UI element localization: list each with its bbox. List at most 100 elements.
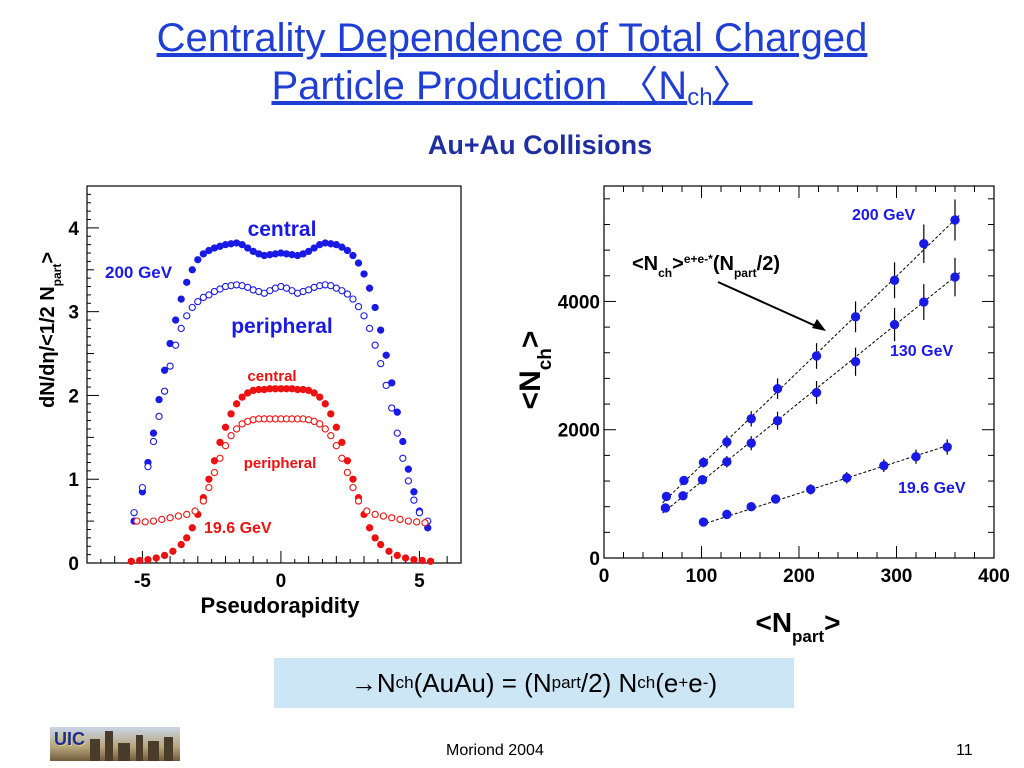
left-x-tick-label: 5 xyxy=(414,571,425,592)
annotation-arrow-line xyxy=(717,281,819,328)
right-point xyxy=(661,491,672,502)
left-point-central_200 xyxy=(310,244,318,252)
left-point-peripheral_19 xyxy=(133,517,141,525)
left-point-peripheral_200 xyxy=(360,312,368,320)
left-point-central_200 xyxy=(349,251,357,260)
left-plot-frame xyxy=(86,185,462,564)
right-point xyxy=(950,215,960,225)
left-point-central_200 xyxy=(199,250,208,258)
left-point-central_19 xyxy=(127,557,135,565)
title-sub-ch: ch xyxy=(687,84,713,111)
left-point-central_200 xyxy=(354,259,363,267)
left-point-peripheral_200 xyxy=(404,477,413,485)
left-point-central_200 xyxy=(160,366,169,374)
right-y-tick-label: 2000 xyxy=(558,421,600,442)
right-x-tick-label: 400 xyxy=(978,566,1010,587)
left-point-central_19 xyxy=(188,524,196,532)
left-point-peripheral_19 xyxy=(316,420,324,428)
left-y-tick-label: 3 xyxy=(68,303,79,324)
left-point-peripheral_19 xyxy=(396,515,404,524)
left-point-central_19 xyxy=(338,438,346,447)
left-x-tick-label: 0 xyxy=(276,571,287,592)
left-point-central_19 xyxy=(410,555,418,564)
left-point-central_200 xyxy=(149,429,158,437)
right-point xyxy=(850,357,861,367)
right-point xyxy=(850,312,861,322)
right-point xyxy=(697,475,708,485)
right-series-1 xyxy=(660,257,961,514)
arrow-icon: → xyxy=(350,667,377,698)
left-point-peripheral_200 xyxy=(377,359,385,368)
title-line-2-text: Particle Production xyxy=(271,64,619,108)
left-point-central_19 xyxy=(418,556,426,565)
right-point xyxy=(746,501,756,512)
annotation-label-part-1: ch xyxy=(658,266,672,280)
left-point-central_19 xyxy=(310,389,318,397)
right-point xyxy=(842,473,852,483)
left-point-central_19 xyxy=(232,400,241,408)
left-point-peripheral_19 xyxy=(343,468,352,477)
left-point-central_19 xyxy=(332,423,340,431)
label-19gev-right: 19.6 GeV xyxy=(898,480,966,497)
left-point-central_19 xyxy=(377,540,385,549)
annotation-label-part-0: <N xyxy=(632,253,658,275)
right-y-axis-label-part-2: > xyxy=(514,331,547,349)
left-point-peripheral_19 xyxy=(158,515,166,524)
right-fit-line xyxy=(662,272,961,514)
right-x-axis-label-part-0: <N xyxy=(755,607,792,638)
title-line-2: Particle Production 〈Nch〉 xyxy=(0,62,1024,110)
left-y-tick-label: 2 xyxy=(68,386,79,407)
left-point-peripheral_19 xyxy=(354,497,363,505)
left-point-peripheral_19 xyxy=(321,425,329,433)
left-point-central_19 xyxy=(160,551,169,560)
right-x-tick-label: 0 xyxy=(599,566,610,587)
right-y-axis-label: <Nch> xyxy=(514,331,556,410)
left-point-peripheral_200 xyxy=(166,362,174,370)
title-left-angle: 〈 xyxy=(618,64,659,108)
annotation-label: <Nch>e+e-*(Npart/2) xyxy=(632,252,780,280)
title-right-angle: 〉 xyxy=(712,64,753,108)
left-point-peripheral_19 xyxy=(227,432,235,440)
left-point-peripheral_200 xyxy=(410,496,418,504)
left-point-central_200 xyxy=(194,256,202,264)
left-point-peripheral_200 xyxy=(382,381,390,390)
left-point-peripheral_19 xyxy=(332,442,340,450)
right-point xyxy=(678,491,688,501)
label-central-19: central xyxy=(247,368,296,385)
right-x-axis-label-part-1: part xyxy=(792,627,824,646)
right-x-tick-label: 300 xyxy=(881,566,913,587)
label-peripheral-200: peripheral xyxy=(231,315,333,338)
right-point xyxy=(746,414,756,424)
left-point-peripheral_200 xyxy=(371,341,379,349)
left-point-peripheral_19 xyxy=(421,519,429,527)
eq-part-3: /2) N xyxy=(580,667,638,698)
annotation-label-part-2: > xyxy=(672,253,684,275)
left-point-peripheral_19 xyxy=(363,507,371,515)
left-point-peripheral_200 xyxy=(183,312,191,320)
eq-part-6: ) xyxy=(708,667,718,698)
left-point-peripheral_19 xyxy=(327,432,335,440)
left-point-central_200 xyxy=(360,270,368,278)
left-point-peripheral_19 xyxy=(413,518,421,526)
right-point xyxy=(919,297,929,307)
left-point-peripheral_19 xyxy=(199,497,208,505)
label-peripheral-19: peripheral xyxy=(244,455,317,472)
eq-part-5: e xyxy=(688,667,703,698)
left-point-central_200 xyxy=(382,351,390,359)
left-point-central_19 xyxy=(221,423,230,431)
left-point-peripheral_200 xyxy=(205,291,213,299)
left-point-central_19 xyxy=(327,410,335,418)
left-point-central_19 xyxy=(321,400,329,408)
left-point-central_200 xyxy=(183,278,191,286)
right-series-0 xyxy=(661,199,961,504)
left-point-central_19 xyxy=(205,475,213,483)
right-point xyxy=(722,457,732,467)
right-x-tick-label: 200 xyxy=(783,566,815,587)
left-point-central_200 xyxy=(343,246,352,255)
left-series-peripheral_200 xyxy=(130,281,432,525)
left-point-central_19 xyxy=(238,393,246,401)
left-point-central_200 xyxy=(244,244,252,252)
left-point-central_200 xyxy=(172,316,180,324)
left-point-central_200 xyxy=(371,303,379,312)
